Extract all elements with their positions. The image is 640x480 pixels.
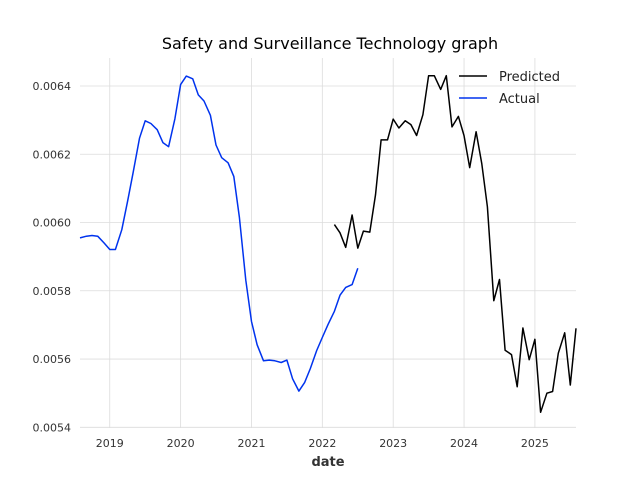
x-tick-label: 2019 xyxy=(96,437,124,450)
x-gridlines xyxy=(109,58,536,428)
y-tick-label: 0.0060 xyxy=(33,217,72,230)
legend-label-predicted: Predicted xyxy=(499,70,560,85)
series-line-actual xyxy=(79,75,359,392)
series-layer xyxy=(79,74,577,414)
x-tick-label: 2025 xyxy=(521,437,549,450)
chart-title: Safety and Surveillance Technology graph xyxy=(162,34,498,53)
y-tick-label: 0.0064 xyxy=(33,80,72,93)
y-tick-label: 0.0062 xyxy=(33,148,72,161)
y-tick-label: 0.0056 xyxy=(33,353,72,366)
x-tick-label: 2024 xyxy=(450,437,478,450)
x-tick-label: 2022 xyxy=(308,437,336,450)
y-tick-label: 0.0054 xyxy=(33,421,72,434)
legend: Predicted Actual xyxy=(459,70,560,107)
x-tick-label: 2021 xyxy=(237,437,265,450)
y-tick-label: 0.0058 xyxy=(33,285,72,298)
y-axis-ticks: 0.0054 0.0056 0.0058 0.0060 0.0062 0.0064 xyxy=(33,80,72,434)
x-tick-label: 2023 xyxy=(379,437,407,450)
x-axis-ticks: 2019 2020 2021 2022 2023 2024 2025 xyxy=(96,437,549,450)
x-tick-label: 2020 xyxy=(167,437,195,450)
series-line-predicted xyxy=(333,74,577,414)
legend-label-actual: Actual xyxy=(499,92,540,107)
x-axis-label: date xyxy=(311,455,344,470)
